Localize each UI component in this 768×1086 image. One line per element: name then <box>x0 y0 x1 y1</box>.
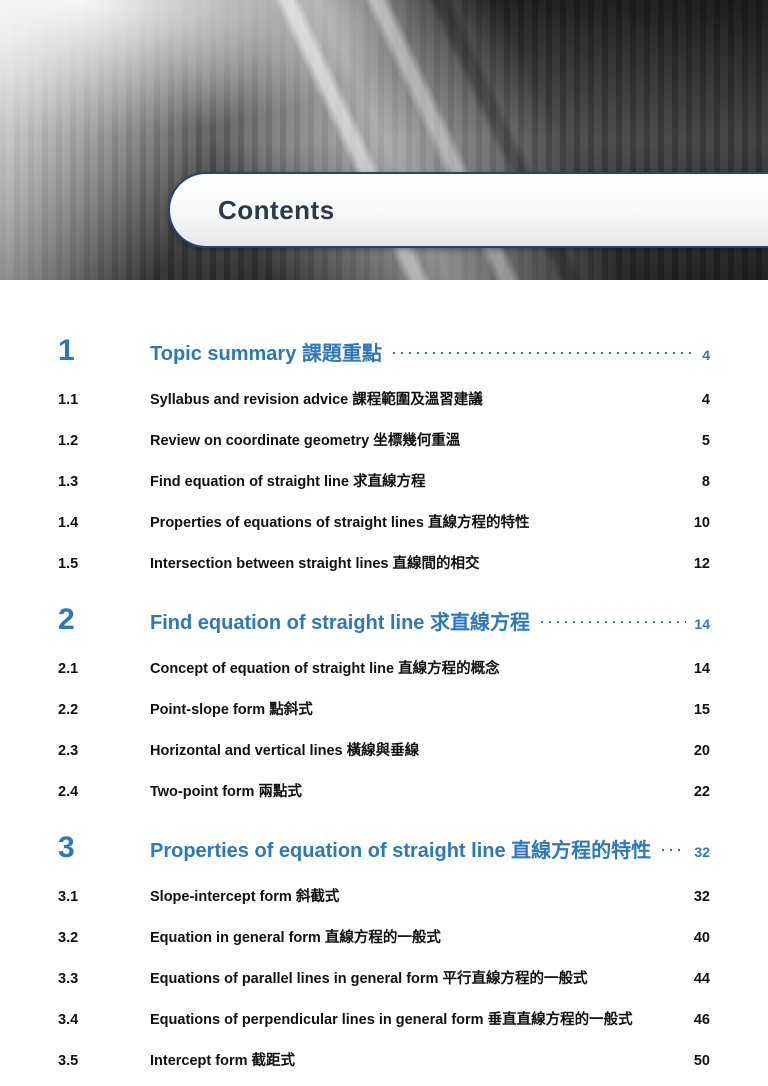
toc-section-title: Point-slope form 點斜式 <box>150 698 682 719</box>
toc-section-number: 3.3 <box>58 971 150 987</box>
toc-chapter-title: Topic summary 課題重點 <box>150 337 382 366</box>
toc-leader-dots <box>390 343 694 359</box>
toc-section-page: 20 <box>682 743 710 759</box>
toc-section-page: 22 <box>682 784 710 800</box>
toc-section-row[interactable]: 3.2Equation in general form 直線方程的一般式40 <box>58 926 710 947</box>
toc-chapter-page: 4 <box>702 347 710 363</box>
toc-section-number: 2.1 <box>58 661 150 677</box>
toc-section-row[interactable]: 3.5Intercept form 截距式50 <box>58 1049 710 1070</box>
toc-chapter-title: Find equation of straight line 求直線方程 <box>150 606 530 635</box>
toc-section-list: 1.1Syllabus and revision advice 課程範圍及溫習建… <box>58 388 710 573</box>
toc-section-number: 1.4 <box>58 515 150 531</box>
toc-section-number: 1.1 <box>58 392 150 408</box>
toc-section-title: Two-point form 兩點式 <box>150 780 682 801</box>
toc-section-page: 10 <box>682 515 710 531</box>
toc-section-row[interactable]: 2.1Concept of equation of straight line … <box>58 657 710 678</box>
toc-chapter-page: 14 <box>694 616 710 632</box>
toc-chapter: 1Topic summary 課題重點41.1Syllabus and revi… <box>58 336 710 573</box>
toc-section-row[interactable]: 1.1Syllabus and revision advice 課程範圍及溫習建… <box>58 388 710 409</box>
table-of-contents: 1Topic summary 課題重點41.1Syllabus and revi… <box>0 280 768 1070</box>
toc-section-title: Equations of parallel lines in general f… <box>150 967 682 988</box>
toc-section-title: Equations of perpendicular lines in gene… <box>150 1008 682 1029</box>
toc-section-page: 15 <box>682 702 710 718</box>
toc-chapter-head[interactable]: 2Find equation of straight line 求直線方程 14 <box>58 605 710 635</box>
toc-section-list: 3.1Slope-intercept form 斜截式323.2Equation… <box>58 885 710 1070</box>
contents-title-bar: Contents <box>168 172 768 248</box>
toc-section-page: 46 <box>682 1012 710 1028</box>
toc-section-number: 1.5 <box>58 556 150 572</box>
toc-section-title: Find equation of straight line 求直線方程 <box>150 470 682 491</box>
toc-section-title: Equation in general form 直線方程的一般式 <box>150 926 682 947</box>
toc-section-number: 2.4 <box>58 784 150 800</box>
toc-section-title: Intersection between straight lines 直線間的… <box>150 552 682 573</box>
toc-section-number: 3.1 <box>58 889 150 905</box>
toc-section-page: 12 <box>682 556 710 572</box>
toc-section-row[interactable]: 2.2Point-slope form 點斜式15 <box>58 698 710 719</box>
toc-section-page: 50 <box>682 1053 710 1069</box>
toc-chapter-head[interactable]: 1Topic summary 課題重點 4 <box>58 336 710 366</box>
toc-section-page: 40 <box>682 930 710 946</box>
toc-chapter-number: 3 <box>58 833 150 863</box>
toc-section-page: 14 <box>682 661 710 677</box>
toc-section-number: 1.2 <box>58 433 150 449</box>
toc-section-row[interactable]: 1.5Intersection between straight lines 直… <box>58 552 710 573</box>
toc-leader-dots <box>659 840 686 856</box>
toc-section-row[interactable]: 1.2Review on coordinate geometry 坐標幾何重溫5 <box>58 429 710 450</box>
toc-section-page: 44 <box>682 971 710 987</box>
toc-section-title: Syllabus and revision advice 課程範圍及溫習建議 <box>150 388 682 409</box>
toc-section-page: 4 <box>682 392 710 408</box>
toc-section-page: 8 <box>682 474 710 490</box>
toc-section-row[interactable]: 2.3Horizontal and vertical lines 橫線與垂線20 <box>58 739 710 760</box>
toc-leader-dots <box>538 612 686 628</box>
toc-section-title: Intercept form 截距式 <box>150 1049 682 1070</box>
toc-chapter-number: 2 <box>58 605 150 635</box>
toc-section-title: Concept of equation of straight line 直線方… <box>150 657 682 678</box>
toc-section-list: 2.1Concept of equation of straight line … <box>58 657 710 801</box>
toc-section-number: 3.5 <box>58 1053 150 1069</box>
toc-section-title: Review on coordinate geometry 坐標幾何重溫 <box>150 429 682 450</box>
toc-chapter-title: Properties of equation of straight line … <box>150 834 651 863</box>
toc-section-number: 2.2 <box>58 702 150 718</box>
toc-section-title: Horizontal and vertical lines 橫線與垂線 <box>150 739 682 760</box>
toc-section-number: 3.4 <box>58 1012 150 1028</box>
page-title: Contents <box>218 195 335 226</box>
toc-section-row[interactable]: 3.3Equations of parallel lines in genera… <box>58 967 710 988</box>
toc-section-row[interactable]: 3.4Equations of perpendicular lines in g… <box>58 1008 710 1029</box>
toc-section-number: 1.3 <box>58 474 150 490</box>
toc-chapter-head[interactable]: 3Properties of equation of straight line… <box>58 833 710 863</box>
toc-section-page: 32 <box>682 889 710 905</box>
toc-chapter: 2Find equation of straight line 求直線方程142… <box>58 605 710 801</box>
toc-section-title: Properties of equations of straight line… <box>150 511 682 532</box>
toc-section-row[interactable]: 3.1Slope-intercept form 斜截式32 <box>58 885 710 906</box>
toc-section-number: 3.2 <box>58 930 150 946</box>
toc-section-row[interactable]: 1.3Find equation of straight line 求直線方程8 <box>58 470 710 491</box>
toc-section-row[interactable]: 2.4Two-point form 兩點式22 <box>58 780 710 801</box>
toc-chapter-number: 1 <box>58 336 150 366</box>
toc-section-number: 2.3 <box>58 743 150 759</box>
toc-chapter: 3Properties of equation of straight line… <box>58 833 710 1070</box>
toc-section-title: Slope-intercept form 斜截式 <box>150 885 682 906</box>
toc-chapter-page: 32 <box>694 844 710 860</box>
toc-section-row[interactable]: 1.4Properties of equations of straight l… <box>58 511 710 532</box>
toc-section-page: 5 <box>682 433 710 449</box>
hero-banner: Contents <box>0 0 768 280</box>
